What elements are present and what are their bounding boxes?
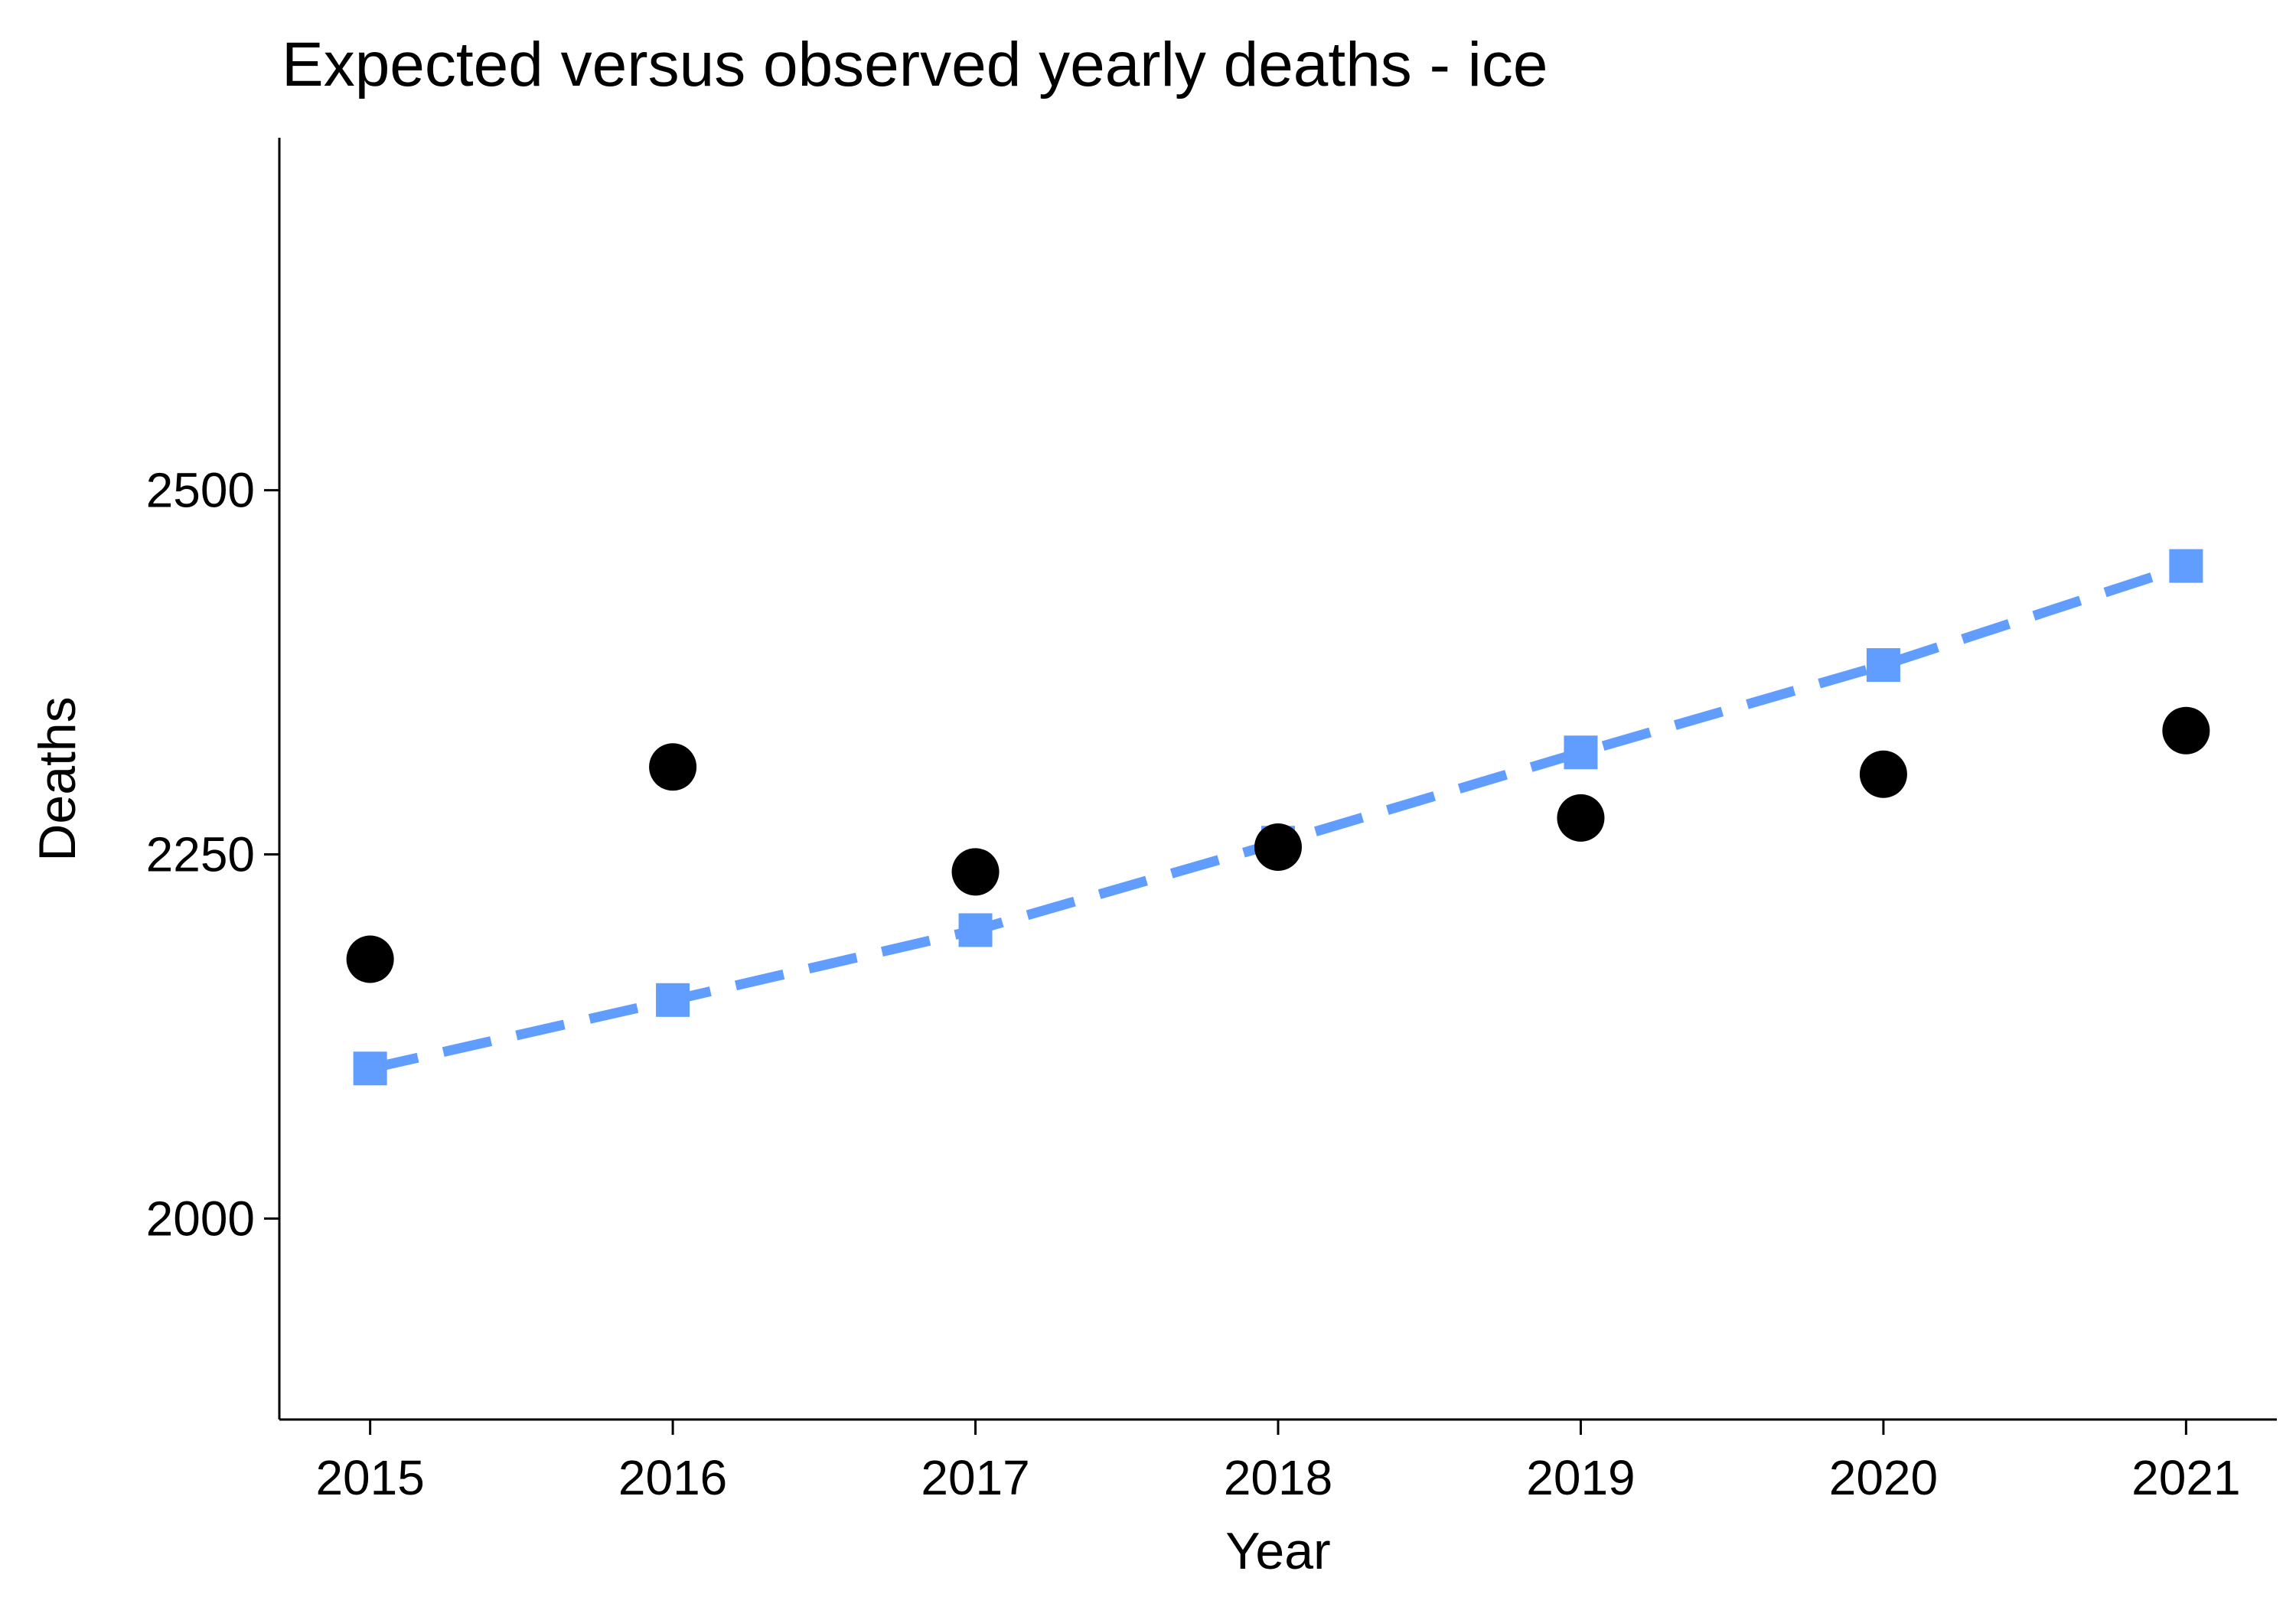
observed-point	[649, 743, 697, 791]
x-tick-label: 2021	[2131, 1450, 2240, 1505]
chart-title: Expected versus observed yearly deaths -…	[282, 30, 1548, 99]
expected-point	[656, 983, 690, 1017]
y-tick-label: 2500	[146, 463, 255, 518]
x-tick-label: 2018	[1224, 1450, 1332, 1505]
expected-point	[353, 1051, 387, 1086]
observed-point	[346, 935, 394, 983]
expected-series-line	[369, 561, 2188, 1074]
x-ticks: 2015 2016 2017 2018 2019 2020 2021	[315, 1420, 2241, 1505]
expected-point	[1564, 735, 1598, 770]
expected-point	[958, 913, 993, 947]
observed-point	[2162, 706, 2210, 755]
y-axis-title: Deaths	[28, 696, 86, 861]
observed-point	[1254, 823, 1302, 871]
observed-point	[1557, 794, 1605, 842]
x-tick-label: 2016	[618, 1450, 727, 1505]
expected-point	[2169, 549, 2203, 583]
x-axis-title: Year	[1225, 1522, 1330, 1580]
x-tick-label: 2019	[1526, 1450, 1635, 1505]
observed-point	[951, 848, 1000, 896]
x-tick-label: 2015	[315, 1450, 424, 1505]
series-layer	[346, 549, 2210, 1086]
expected-point	[1866, 648, 1900, 683]
x-tick-label: 2017	[921, 1450, 1029, 1505]
y-tick-label: 2000	[146, 1191, 255, 1246]
observed-point	[1859, 750, 1907, 798]
y-tick-label: 2250	[146, 826, 255, 882]
plot-area: 2015 2016 2017 2018 2019 2020 2021 2000 2250 250…	[146, 138, 2277, 1505]
x-tick-label: 2020	[1829, 1450, 1938, 1505]
y-ticks: 2000 2250 2500	[146, 463, 279, 1246]
